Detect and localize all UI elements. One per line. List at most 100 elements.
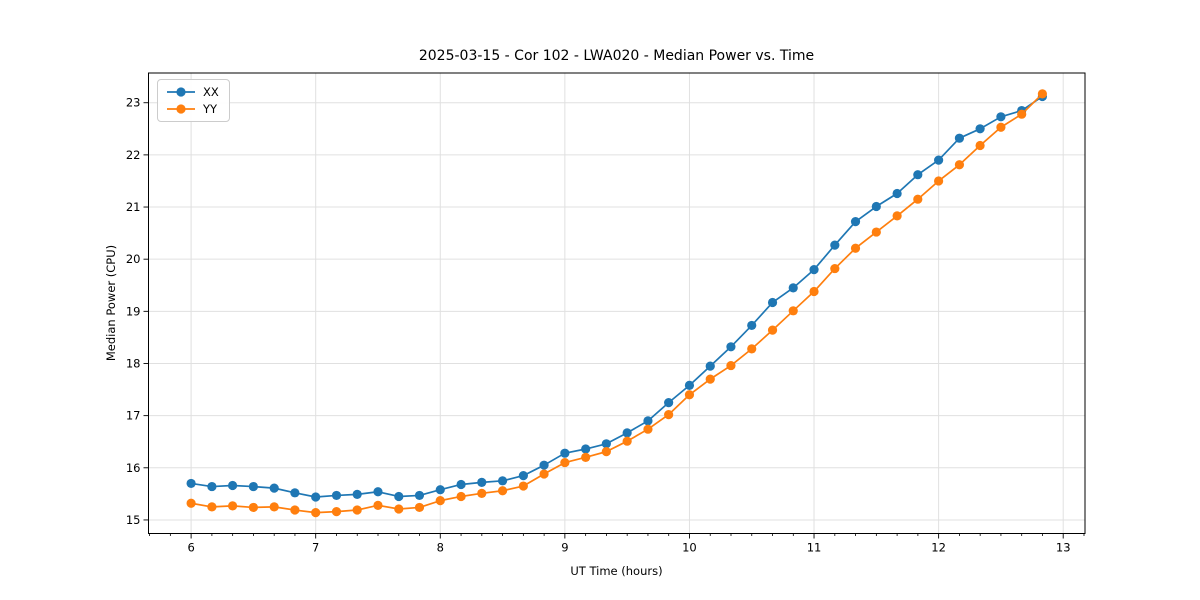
data-point-xx (767, 297, 778, 308)
data-point-xx (934, 155, 944, 165)
data-point-yy (913, 194, 923, 204)
axes-frame (148, 72, 1086, 534)
x-tick-label: 13 (1056, 541, 1071, 555)
y-tick-label: 16 (126, 461, 141, 475)
data-point-xx (581, 444, 591, 454)
data-point-yy (892, 211, 902, 221)
data-point-yy (664, 409, 674, 420)
y-tick-label: 17 (126, 409, 141, 423)
x-tick-label: 9 (561, 541, 568, 555)
data-point-xx (456, 479, 466, 490)
series-line-xx (190, 95, 1043, 498)
legend-item-yy: YY (166, 102, 219, 116)
data-point-yy (560, 457, 570, 468)
data-point-xx (227, 480, 238, 491)
data-point-yy (456, 491, 466, 502)
data-point-xx (331, 490, 342, 501)
data-point-yy (996, 122, 1006, 132)
legend: XX YY (157, 79, 230, 122)
data-point-yy (290, 505, 300, 515)
data-point-yy (186, 498, 196, 508)
data-point-xx (975, 124, 985, 134)
data-point-xx (518, 471, 528, 481)
data-point-xx (788, 283, 798, 293)
x-tick-label: 8 (437, 541, 444, 555)
data-point-yy (601, 447, 611, 457)
data-point-xx (414, 490, 425, 501)
data-point-xx (913, 170, 923, 180)
data-point-yy (497, 486, 508, 496)
data-point-xx (373, 487, 383, 497)
data-point-yy (539, 469, 549, 479)
chart-title: 2025-03-15 - Cor 102 - LWA020 - Median P… (418, 48, 815, 64)
data-point-yy (1017, 109, 1027, 119)
data-point-yy (850, 243, 861, 253)
data-point-xx (435, 485, 445, 495)
data-point-yy (809, 286, 819, 297)
data-point-xx (726, 342, 736, 352)
y-tick-label: 19 (126, 304, 141, 318)
data-point-xx (477, 477, 487, 487)
data-point-xx (747, 320, 757, 331)
y-tick-label: 18 (126, 356, 141, 370)
data-point-yy (767, 325, 778, 335)
data-point-yy (311, 508, 321, 518)
data-point-xx (601, 439, 611, 449)
data-point-xx (643, 416, 653, 426)
data-point-yy (435, 496, 445, 506)
data-point-yy (227, 501, 238, 511)
data-point-yy (871, 227, 881, 237)
data-point-xx (290, 488, 300, 498)
data-point-yy (477, 488, 487, 498)
data-point-xx (809, 265, 819, 275)
data-point-xx (560, 448, 570, 458)
data-point-xx (394, 491, 404, 502)
data-point-yy (331, 506, 342, 517)
data-point-xx (497, 476, 508, 486)
data-point-yy (207, 502, 217, 512)
data-point-xx (664, 397, 674, 408)
data-point-xx (207, 481, 217, 492)
data-point-xx (186, 478, 196, 489)
x-tick-label: 12 (931, 541, 946, 555)
data-point-xx (622, 428, 632, 438)
x-tick-label: 11 (807, 541, 822, 555)
data-point-yy (643, 424, 653, 434)
y-tick-label: 21 (126, 200, 141, 214)
data-point-xx (705, 361, 715, 371)
legend-marker-xx (167, 87, 195, 97)
data-point-yy (373, 500, 383, 510)
x-axis-label: UT Time (hours) (570, 564, 663, 578)
data-point-yy (788, 306, 798, 316)
data-point-yy (394, 504, 404, 514)
data-point-xx (892, 188, 902, 199)
data-point-yy (726, 360, 736, 371)
y-tick-label: 22 (126, 148, 141, 162)
x-tick-label: 10 (682, 541, 697, 555)
data-point-yy (747, 344, 757, 354)
x-tick-label: 7 (312, 541, 319, 555)
data-point-yy (954, 160, 965, 170)
y-axis-label: Median Power (CPU) (104, 244, 118, 362)
legend-marker-yy (167, 104, 195, 114)
data-point-xx (269, 483, 279, 493)
data-point-yy (934, 176, 944, 186)
data-point-yy (518, 481, 528, 491)
data-point-xx (996, 112, 1006, 122)
data-point-yy (352, 505, 362, 515)
data-point-xx (684, 380, 695, 390)
data-point-yy (622, 436, 632, 446)
y-tick-label: 23 (126, 96, 141, 110)
data-point-yy (414, 502, 425, 513)
series-line-yy (190, 93, 1043, 514)
legend-label-yy: YY (203, 102, 218, 116)
data-point-yy (830, 263, 840, 274)
legend-label-xx: XX (203, 85, 219, 99)
data-point-xx (954, 133, 965, 143)
data-point-xx (871, 201, 881, 212)
data-point-yy (248, 502, 258, 513)
data-point-yy (975, 140, 985, 151)
data-point-xx (850, 217, 861, 227)
